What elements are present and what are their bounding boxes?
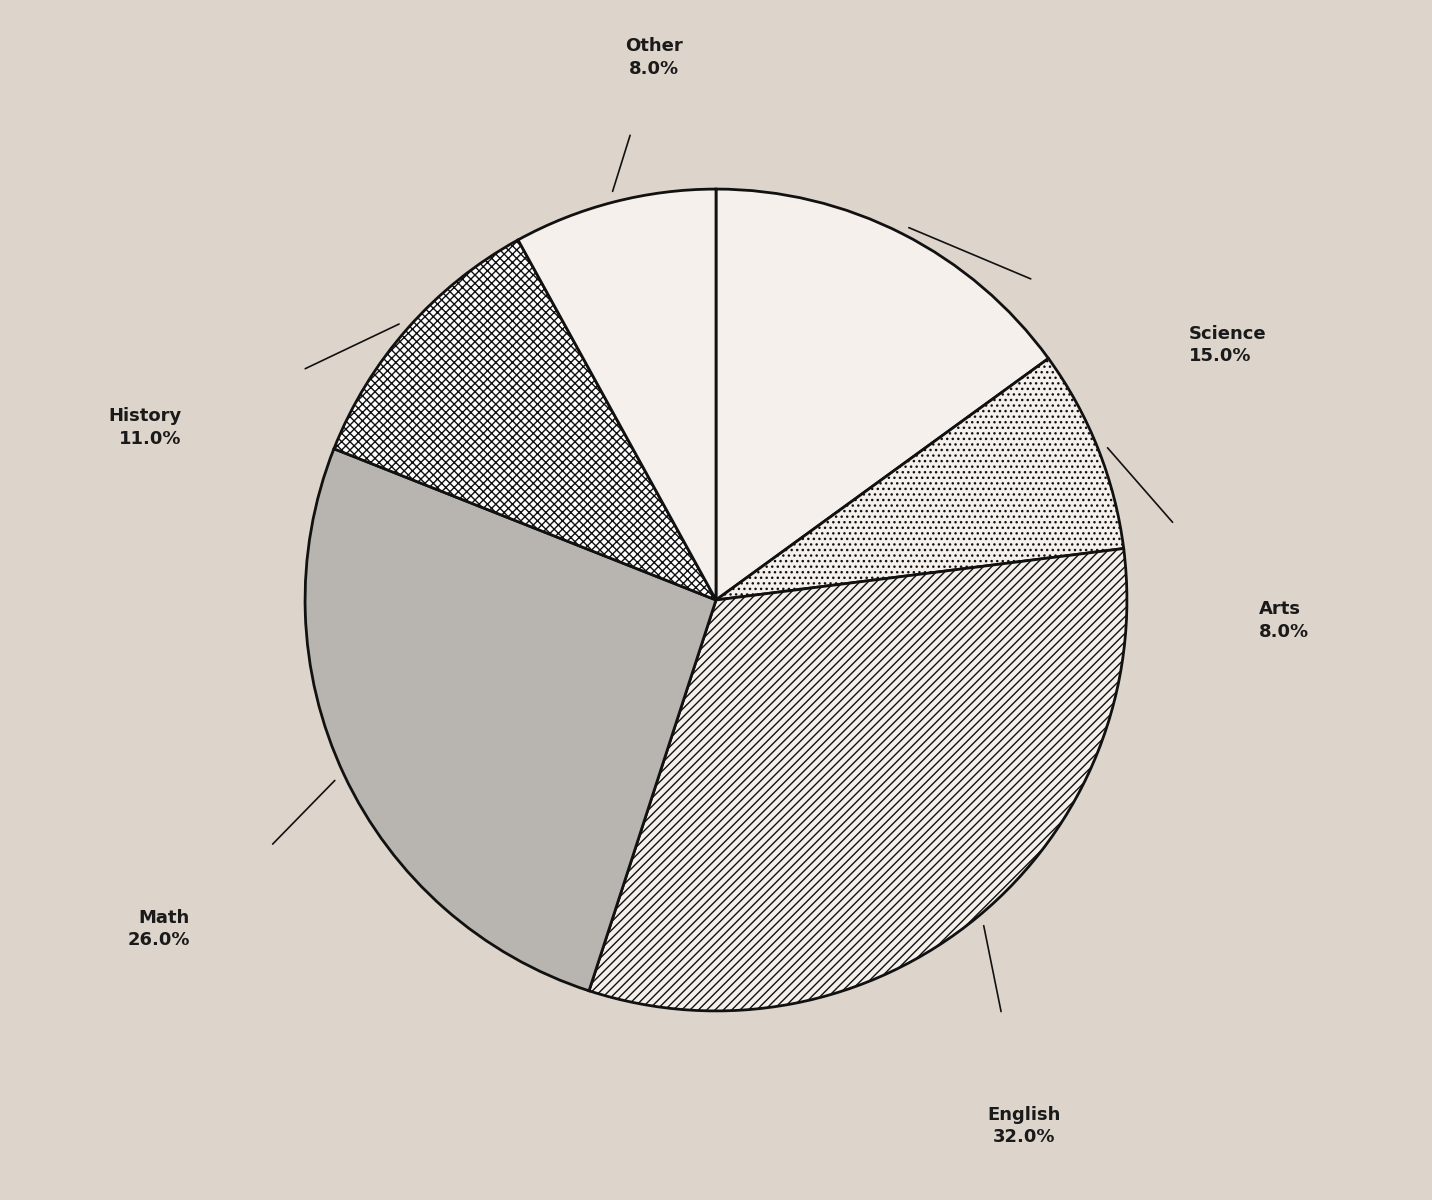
Wedge shape [305,449,716,991]
Wedge shape [334,240,716,600]
Text: Arts
8.0%: Arts 8.0% [1259,600,1309,641]
Wedge shape [716,190,1048,600]
Text: Other
8.0%: Other 8.0% [626,37,683,78]
Wedge shape [589,548,1127,1010]
Text: History
11.0%: History 11.0% [109,407,182,448]
Wedge shape [716,359,1124,600]
Text: Science
15.0%: Science 15.0% [1189,325,1266,365]
Text: Math
26.0%: Math 26.0% [127,908,190,949]
Wedge shape [518,190,716,600]
Text: English
32.0%: English 32.0% [988,1106,1061,1146]
